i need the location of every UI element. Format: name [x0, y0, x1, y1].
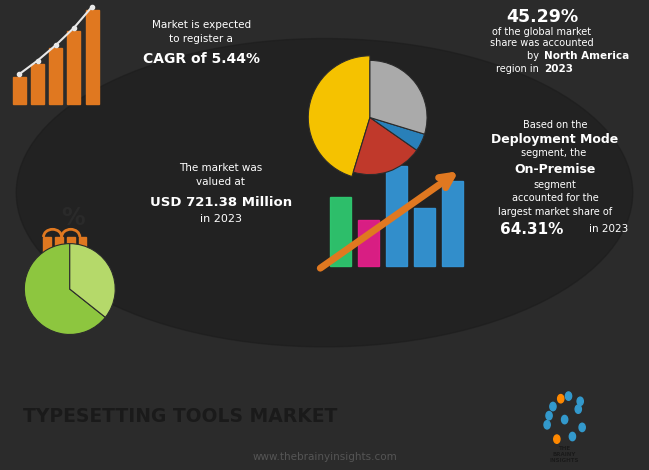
Bar — [442, 181, 463, 266]
Text: 2023: 2023 — [544, 63, 573, 74]
Text: of the global market: of the global market — [493, 27, 591, 37]
Text: in 2023: in 2023 — [200, 214, 241, 224]
Text: USD 721.38 Million: USD 721.38 Million — [150, 196, 291, 209]
FancyArrowPatch shape — [321, 176, 452, 268]
Bar — [414, 208, 435, 266]
Bar — [49, 48, 62, 104]
Text: North America: North America — [544, 51, 629, 61]
Bar — [31, 63, 44, 104]
Bar — [330, 196, 351, 266]
Text: Market is expected: Market is expected — [152, 20, 251, 30]
Text: in 2023: in 2023 — [589, 224, 628, 235]
Circle shape — [579, 423, 585, 431]
Bar — [358, 219, 379, 266]
Text: largest market share of: largest market share of — [498, 207, 612, 217]
Wedge shape — [308, 56, 370, 177]
Circle shape — [544, 421, 550, 429]
Circle shape — [557, 394, 564, 403]
Wedge shape — [370, 118, 424, 150]
Text: Based on the: Based on the — [522, 120, 587, 130]
Wedge shape — [370, 60, 427, 134]
Text: region in: region in — [496, 63, 542, 74]
Text: TYPESETTING TOOLS MARKET: TYPESETTING TOOLS MARKET — [23, 407, 337, 426]
Bar — [86, 9, 99, 104]
Circle shape — [577, 397, 583, 406]
Circle shape — [546, 411, 552, 420]
Circle shape — [575, 405, 582, 413]
Circle shape — [561, 415, 568, 424]
Text: Deployment Mode: Deployment Mode — [491, 133, 618, 146]
Text: www.thebrainyinsights.com: www.thebrainyinsights.com — [252, 452, 397, 462]
Text: The market was: The market was — [179, 163, 262, 172]
Text: THE
BRAINY
INSIGHTS: THE BRAINY INSIGHTS — [550, 446, 580, 462]
Bar — [386, 166, 407, 266]
Wedge shape — [25, 243, 105, 335]
Text: valued at: valued at — [196, 177, 245, 187]
Text: share was accounted: share was accounted — [490, 38, 594, 48]
Text: accounted for the: accounted for the — [511, 194, 598, 204]
Text: %: % — [62, 206, 85, 230]
Bar — [55, 237, 63, 258]
Bar — [79, 237, 86, 258]
Text: to register a: to register a — [169, 34, 233, 44]
Text: On-Premise: On-Premise — [514, 163, 596, 176]
Wedge shape — [353, 118, 417, 175]
Bar — [67, 237, 75, 258]
Circle shape — [550, 402, 556, 411]
Text: 64.31%: 64.31% — [500, 222, 563, 237]
Circle shape — [565, 392, 572, 400]
Text: by: by — [527, 51, 542, 61]
Circle shape — [554, 435, 560, 443]
Circle shape — [569, 432, 576, 441]
Bar — [43, 237, 51, 258]
Bar — [13, 77, 26, 104]
Text: segment, the: segment, the — [520, 149, 589, 158]
Ellipse shape — [16, 39, 633, 347]
Bar — [67, 31, 80, 104]
Text: 45.29%: 45.29% — [506, 8, 578, 26]
Text: segment: segment — [533, 180, 576, 190]
Text: CAGR of 5.44%: CAGR of 5.44% — [143, 52, 260, 66]
Wedge shape — [70, 243, 115, 317]
